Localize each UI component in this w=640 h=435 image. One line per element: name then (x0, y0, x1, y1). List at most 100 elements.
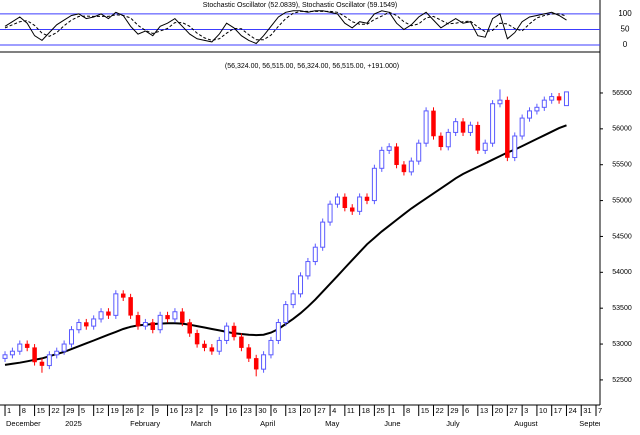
candle-body (460, 121, 466, 133)
candle-body (69, 329, 75, 345)
x-tick-label: 7 (598, 406, 602, 415)
x-tick-label: 29 (66, 406, 74, 415)
candle-body (342, 196, 348, 209)
candle-body (349, 207, 355, 212)
x-tick-label: 11 (347, 406, 355, 415)
x-tick-label: 2 (140, 406, 144, 415)
y-tick-label: 56500 (612, 90, 632, 97)
candle-body (527, 110, 533, 119)
month-label: August (514, 419, 538, 428)
x-tick-label: 30 (258, 406, 266, 415)
candle-body (497, 99, 503, 105)
x-tick-label: 9 (214, 406, 218, 415)
candle-body (453, 121, 459, 133)
x-tick-label: 27 (317, 406, 325, 415)
x-tick-label: 16 (170, 406, 178, 415)
candle-body (202, 343, 207, 348)
month-label: April (260, 419, 275, 428)
x-tick-label: 10 (539, 406, 547, 415)
candle-body (106, 311, 111, 316)
candle-body (512, 135, 518, 159)
x-tick-label: 22 (435, 406, 443, 415)
candle-body (32, 347, 37, 363)
candle-body (120, 293, 126, 298)
x-tick-label: 1 (391, 406, 395, 415)
candle-body (39, 361, 45, 366)
x-tick-label: 29 (450, 406, 458, 415)
candle-body (305, 261, 311, 277)
x-tick-label: 9 (155, 406, 159, 415)
month-label: September (579, 419, 616, 428)
y-tick-label: 54500 (612, 233, 632, 240)
candle-body (157, 314, 163, 331)
candle-body (76, 322, 82, 331)
x-tick-label: 13 (288, 406, 296, 415)
x-tick-label: 5 (81, 406, 85, 415)
month-labels: December 2025 February March April May June Jul… (6, 419, 616, 428)
candle-body (445, 131, 451, 148)
candle-body (2, 354, 8, 359)
x-tick-label: 31 (583, 406, 591, 415)
x-tick-label: 6 (273, 406, 277, 415)
x-tick-label: 19 (110, 406, 118, 415)
candle-body (239, 336, 244, 348)
candle-body (290, 293, 296, 306)
candle-body (438, 135, 444, 148)
y-tick-label: 53000 (612, 341, 632, 348)
x-tick-label: 25 (376, 406, 384, 415)
candle-body (327, 203, 333, 223)
oscillator-line (4, 10, 567, 41)
x-tick-label: 12 (96, 406, 104, 415)
candle-body (394, 146, 399, 165)
candle-body (91, 318, 97, 327)
candle-body (431, 110, 436, 137)
x-tick-label: 20 (303, 406, 311, 415)
candle-body (505, 99, 510, 158)
candle-body (357, 196, 363, 212)
month-label: July (446, 419, 460, 428)
candle-body (416, 142, 422, 162)
candle-body (224, 325, 230, 341)
candle-body (549, 96, 555, 101)
candle-body (490, 103, 496, 144)
x-tick-label: 24 (568, 406, 576, 415)
y-tick-label: 50 (621, 25, 630, 34)
candle-body (371, 167, 377, 202)
candle-body (268, 339, 274, 356)
candle-body (467, 124, 473, 133)
month-label: 2025 (65, 419, 82, 428)
candle-body (54, 350, 60, 356)
candle-body (379, 149, 385, 169)
y-tick-label: 54000 (612, 269, 632, 276)
candle-body (386, 146, 392, 151)
month-label: March (191, 419, 212, 428)
y-tick-label: 100 (618, 9, 632, 18)
candle-body (534, 106, 540, 112)
candle-body (482, 142, 488, 151)
candle-body (563, 91, 569, 107)
candle-body (298, 275, 304, 295)
candle-body (401, 164, 407, 173)
candle-body (231, 325, 237, 338)
x-tick-label: 8 (406, 406, 410, 415)
y-tick-label: 56000 (612, 126, 632, 133)
x-tick-label: 8 (22, 406, 26, 415)
candle-body (84, 322, 89, 327)
month-label: February (130, 419, 160, 428)
candle-body (408, 160, 414, 173)
candle-body (320, 221, 326, 248)
candle-body (17, 343, 23, 352)
x-tick-label: 6 (465, 406, 469, 415)
x-tick-label: 15 (37, 406, 45, 415)
candle-body (98, 311, 104, 320)
candle-body (283, 304, 289, 324)
oscillator-legend: Stochastic Oscillator (52.0839), Stochas… (203, 2, 398, 9)
y-tick-label: 0 (623, 40, 628, 49)
candle-body (46, 354, 52, 367)
candle-body (334, 196, 340, 205)
x-tick-label: 26 (125, 406, 133, 415)
x-tick-label: 23 (184, 406, 192, 415)
candle-body (423, 110, 429, 144)
